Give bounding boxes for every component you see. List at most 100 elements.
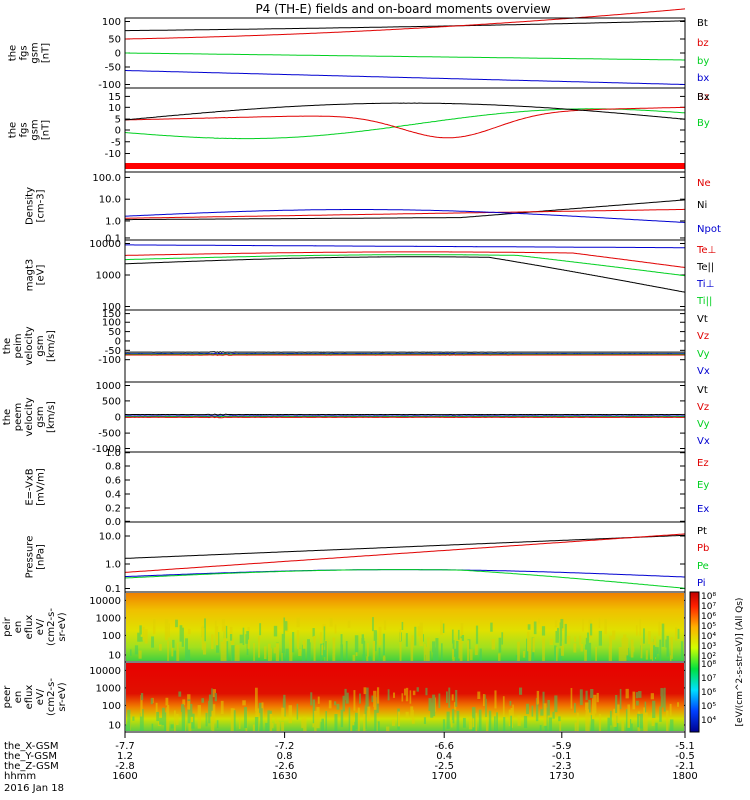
spectro-cell <box>214 693 217 702</box>
spectro-cell <box>651 712 655 726</box>
spectro-cell <box>224 625 226 641</box>
panel-ylabel: thepeirenefluxeV/(cm2-s-sr-eV) <box>0 608 68 646</box>
spectro-cell <box>254 687 258 711</box>
legend-bz: Bz <box>697 92 709 103</box>
ylabel-line: sr-eV) <box>57 682 68 711</box>
spectro-cell <box>301 644 306 661</box>
colorbar-tick: 10⁸ <box>701 660 716 670</box>
spectrogram-electron-texture <box>125 687 680 731</box>
ylabel-line: fgs <box>19 122 30 137</box>
series-line-vz <box>124 415 685 418</box>
spectro-cell <box>313 635 316 643</box>
spectro-cell <box>539 725 542 731</box>
spectro-cell <box>652 700 656 718</box>
series-line-vt <box>124 352 685 355</box>
spectro-cell <box>616 715 619 731</box>
series-line-by <box>124 102 686 121</box>
spectro-cell <box>344 688 347 701</box>
spectro-cell <box>585 709 590 728</box>
spectro-cell <box>187 700 191 710</box>
spectro-cell <box>378 626 382 646</box>
spectro-cell <box>215 625 219 646</box>
spectro-cell <box>472 718 475 728</box>
spectro-cell <box>161 707 165 726</box>
ylabel-line: [nPa] <box>36 544 47 570</box>
spectro-cell <box>648 631 651 644</box>
panel-peem_velocity: thepeemvelocitygsm[km/s] 1000 500 0 -500 -100… <box>2 381 710 455</box>
spectro-cell <box>139 636 143 642</box>
spectro-cell <box>659 639 662 661</box>
legend-vz: Vz <box>697 331 709 342</box>
spectro-cell <box>405 633 408 647</box>
panel-ylabel: thepeerenefluxeV/(cm2-s-sr-eV) <box>0 678 68 716</box>
y-tick-label: 100 <box>102 631 121 642</box>
spectro-cell <box>175 619 178 628</box>
spectro-cell <box>347 620 351 628</box>
spectro-cell <box>665 639 668 648</box>
spectro-cell <box>181 627 184 647</box>
spectro-cell <box>446 711 450 729</box>
legend-ex: Ex <box>697 504 709 515</box>
spectro-cell <box>273 625 278 637</box>
spectro-cell <box>292 632 295 653</box>
spectro-cell <box>269 648 272 661</box>
series-line-vx <box>125 413 686 416</box>
y-tick-label: 10.0 <box>99 195 121 206</box>
spectro-cell <box>510 715 513 731</box>
spectro-cell <box>348 707 351 731</box>
spectro-cell <box>383 620 387 631</box>
series-line-vt <box>125 414 685 417</box>
spectro-cell <box>127 709 131 731</box>
spectro-cell <box>281 722 285 731</box>
spectro-cell <box>470 649 473 661</box>
spectro-cell <box>432 694 436 717</box>
spectro-cell <box>630 639 633 647</box>
spectro-cell <box>134 645 139 655</box>
y-tick-label: 1.0 <box>105 216 121 227</box>
y-tick-label: 10 <box>108 721 121 732</box>
y-tick-label: 1000 <box>96 381 121 392</box>
y-tick-label: -1000 <box>92 444 121 455</box>
spectro-cell <box>367 643 369 659</box>
legend-ti⊥: Ti⊥ <box>696 279 714 290</box>
spectro-cell <box>621 720 625 731</box>
spectro-cell <box>265 722 269 731</box>
spectro-cell <box>352 717 355 726</box>
spectro-cell <box>204 618 206 642</box>
spectro-cell <box>536 699 539 705</box>
spectro-cell <box>190 703 193 721</box>
series-line-bx <box>125 106 686 139</box>
spectro-cell <box>211 634 214 650</box>
y-tick-label: 0.0 <box>105 517 121 528</box>
spectro-cell <box>502 696 505 718</box>
spectro-cell <box>621 637 625 661</box>
spectro-cell <box>273 647 277 654</box>
y-tick-label: 0 <box>115 336 121 347</box>
spectro-cell <box>329 618 333 627</box>
spectro-cell <box>596 692 599 703</box>
spectro-cell <box>373 692 377 710</box>
spectro-cell <box>613 708 616 727</box>
series-line-pb <box>124 533 686 573</box>
spectro-cell <box>491 639 496 650</box>
spectro-cell <box>170 724 174 729</box>
spectro-cell <box>140 693 144 701</box>
legend-ne: Ne <box>697 178 711 189</box>
spectro-cell <box>376 697 379 713</box>
spectro-cell <box>574 703 576 713</box>
spectro-cell <box>541 626 546 636</box>
spectro-cell <box>166 707 170 731</box>
spectro-cell <box>655 647 659 654</box>
series-line-bt <box>125 20 685 32</box>
spectro-cell <box>644 701 647 720</box>
spectro-cell <box>182 699 186 706</box>
spectro-cell <box>181 707 186 731</box>
ylabel-line: gsm <box>35 406 46 427</box>
panel-pressure: Pressure[nPa] 10.0 1.0 0.1 Pt Pb Pe Pi <box>25 521 709 595</box>
spectro-cell <box>488 710 492 731</box>
spectro-cell <box>435 638 439 661</box>
spectro-cell <box>542 691 545 712</box>
spectro-cell <box>137 632 141 642</box>
spectro-cell <box>585 702 589 711</box>
series-line-ti⊥ <box>125 254 686 277</box>
